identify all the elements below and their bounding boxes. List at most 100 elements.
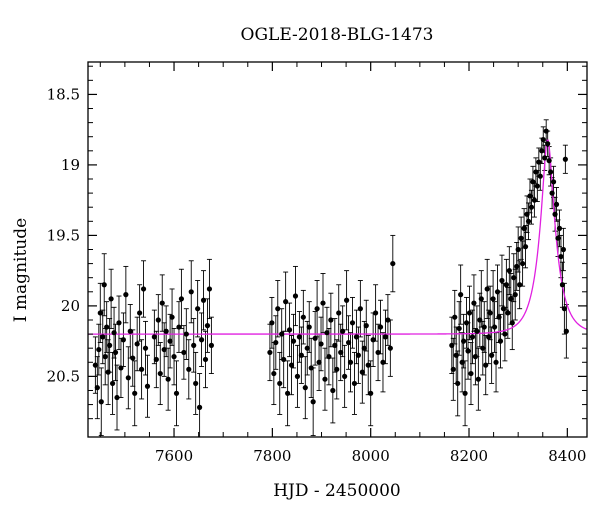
data-point bbox=[517, 282, 523, 288]
data-point bbox=[288, 362, 295, 368]
data-point bbox=[98, 399, 104, 405]
data-point bbox=[455, 380, 461, 387]
data-point bbox=[506, 268, 512, 274]
data-point bbox=[338, 349, 344, 356]
data-point bbox=[171, 354, 177, 360]
data-point bbox=[563, 328, 569, 334]
data-point bbox=[505, 310, 511, 316]
data-point bbox=[561, 306, 567, 312]
data-point bbox=[336, 310, 342, 316]
data-point bbox=[96, 346, 102, 353]
data-point bbox=[193, 380, 199, 387]
data-point bbox=[286, 327, 293, 333]
data-point bbox=[316, 359, 322, 365]
data-point bbox=[92, 362, 98, 368]
data-point bbox=[292, 293, 299, 299]
data-point bbox=[468, 370, 474, 377]
data-point bbox=[111, 330, 117, 336]
data-point bbox=[524, 211, 530, 217]
data-point bbox=[107, 342, 113, 348]
data-point bbox=[480, 345, 486, 351]
data-point bbox=[503, 282, 509, 288]
data-point bbox=[153, 356, 159, 363]
data-point bbox=[275, 306, 281, 312]
data-point bbox=[94, 385, 100, 391]
data-point bbox=[324, 330, 330, 336]
x-tick-label: 7800 bbox=[253, 447, 291, 465]
data-point bbox=[472, 354, 479, 360]
data-point bbox=[271, 370, 277, 377]
data-point bbox=[536, 159, 542, 165]
x-axis-ticks: 7600 7800 8000 8200 8400 bbox=[99, 62, 586, 465]
data-point bbox=[308, 365, 314, 371]
data-point bbox=[522, 244, 529, 250]
data-point bbox=[100, 334, 106, 340]
data-point bbox=[183, 331, 189, 337]
data-point bbox=[130, 355, 136, 361]
data-point bbox=[521, 225, 527, 231]
data-point bbox=[116, 320, 122, 326]
data-point bbox=[558, 253, 564, 260]
data-point bbox=[465, 348, 471, 354]
data-point bbox=[487, 310, 493, 316]
data-point bbox=[349, 320, 356, 326]
data-point bbox=[120, 337, 126, 343]
data-point bbox=[202, 356, 209, 363]
data-point bbox=[452, 314, 458, 320]
data-point bbox=[497, 338, 504, 344]
data-point bbox=[267, 349, 273, 356]
data-point bbox=[157, 370, 163, 377]
data-point bbox=[151, 334, 157, 340]
data-point bbox=[320, 300, 326, 306]
data-point bbox=[97, 310, 103, 316]
y-tick-label: 20 bbox=[61, 297, 80, 315]
data-point bbox=[496, 314, 502, 320]
data-point bbox=[310, 399, 316, 405]
data-point bbox=[127, 328, 133, 334]
data-point bbox=[101, 282, 107, 288]
data-point bbox=[543, 128, 549, 134]
data-point bbox=[294, 373, 301, 379]
data-point bbox=[181, 349, 187, 356]
data-point bbox=[140, 286, 147, 292]
data-point bbox=[550, 179, 557, 185]
data-point bbox=[188, 289, 194, 295]
data-point bbox=[102, 354, 108, 360]
data-point bbox=[332, 342, 338, 348]
data-point bbox=[296, 334, 302, 340]
data-point bbox=[186, 366, 192, 372]
data-point bbox=[269, 320, 275, 326]
x-tick-label: 8000 bbox=[352, 447, 390, 465]
data-point bbox=[351, 380, 358, 387]
data-point bbox=[528, 204, 535, 210]
y-axis-ticks: 18.5 19 19.5 20 20.5 bbox=[47, 65, 587, 420]
data-point bbox=[340, 328, 346, 334]
data-point bbox=[159, 300, 165, 306]
data-point bbox=[279, 331, 285, 337]
x-tick-label: 8400 bbox=[548, 447, 586, 465]
data-point bbox=[449, 342, 455, 348]
data-point bbox=[527, 193, 533, 199]
x-axis-label: HJD - 2450000 bbox=[273, 481, 401, 501]
data-point bbox=[471, 300, 477, 306]
y-tick-label: 20.5 bbox=[47, 367, 80, 385]
data-point bbox=[178, 296, 185, 302]
data-point bbox=[345, 339, 352, 346]
data-point bbox=[539, 148, 545, 154]
data-point bbox=[562, 156, 568, 162]
data-point bbox=[167, 338, 173, 344]
data-point bbox=[459, 359, 465, 365]
data-point bbox=[204, 323, 211, 329]
data-point bbox=[290, 338, 297, 344]
data-point bbox=[390, 260, 396, 267]
data-point bbox=[206, 286, 213, 292]
data-point bbox=[545, 141, 551, 147]
data-point bbox=[114, 394, 120, 401]
data-point bbox=[490, 296, 496, 302]
data-point bbox=[499, 277, 505, 284]
data-point bbox=[161, 346, 167, 353]
data-point bbox=[491, 324, 498, 330]
data-point bbox=[326, 354, 332, 360]
data-point bbox=[489, 352, 495, 358]
